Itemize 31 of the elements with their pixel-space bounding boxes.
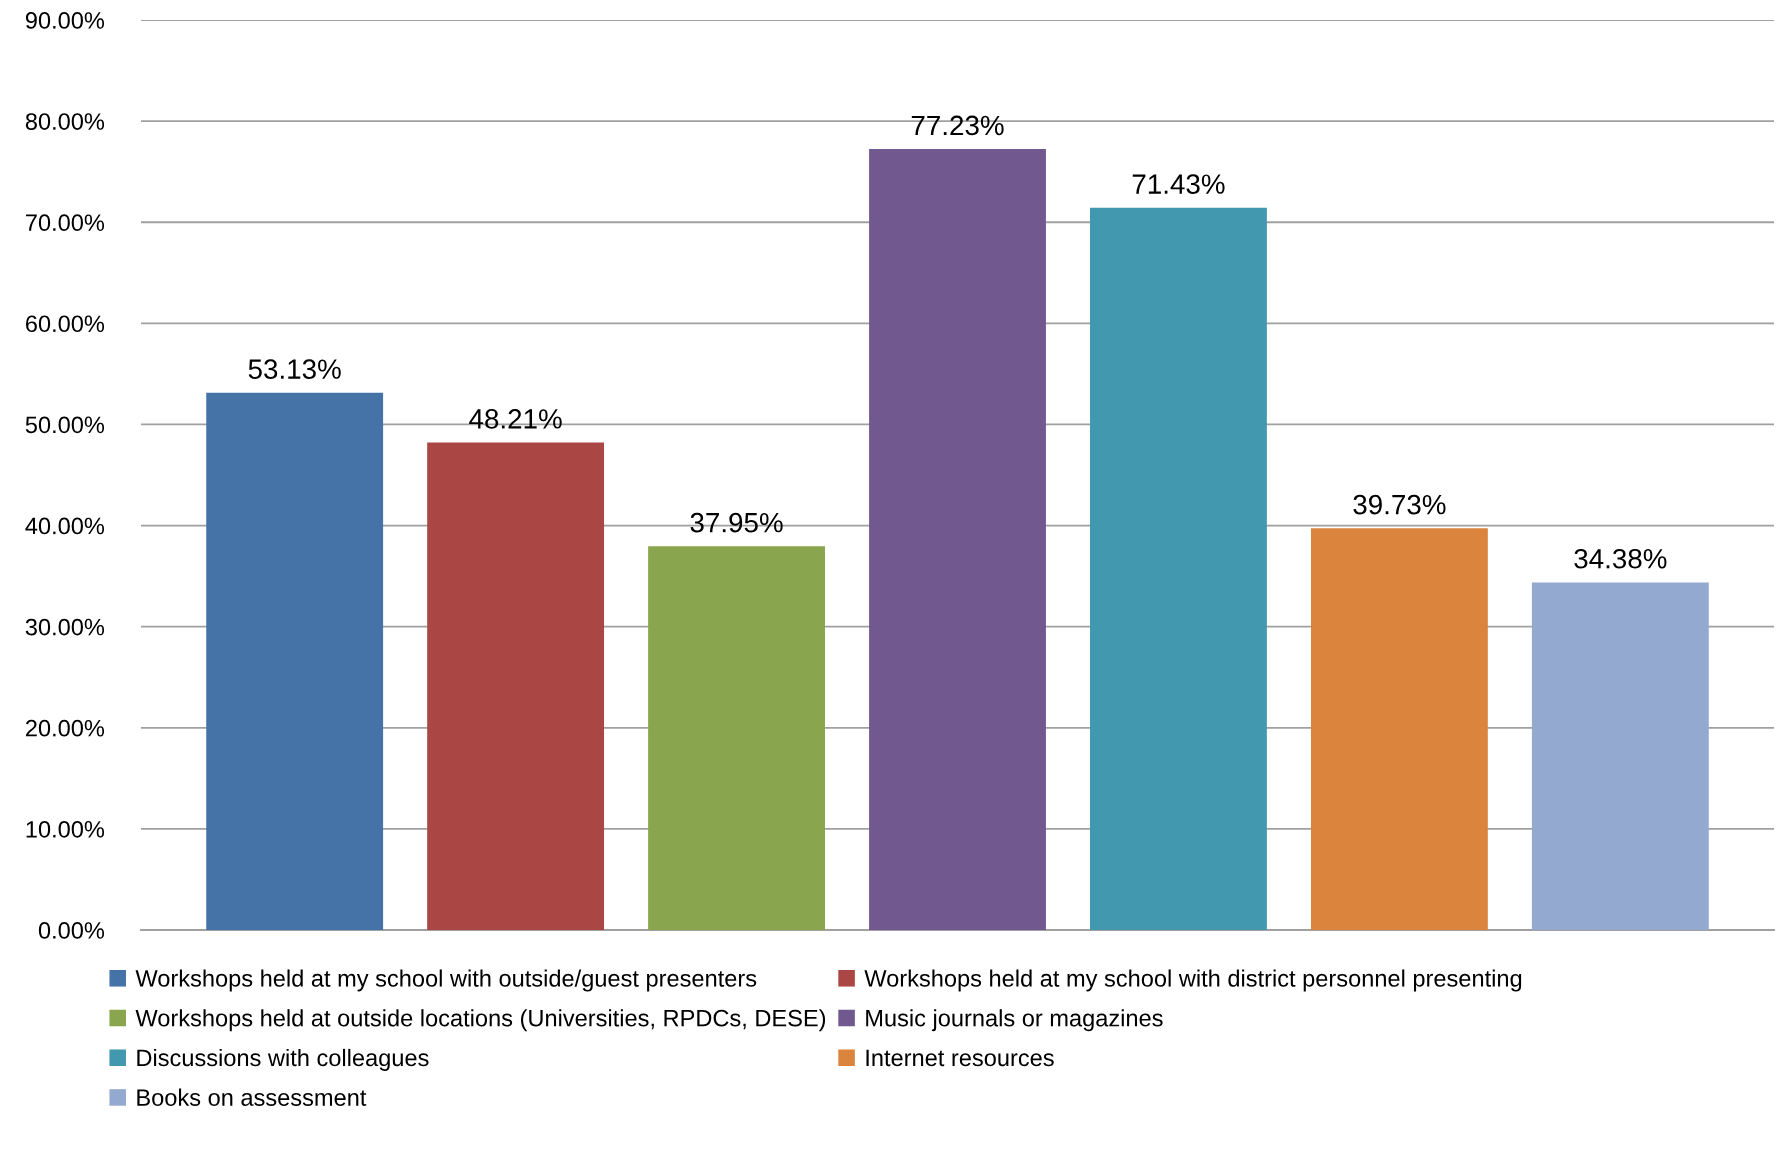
- legend-label: Music journals or magazines: [866, 1009, 1163, 1032]
- bar: [869, 149, 1046, 930]
- data-label: 39.73%: [1353, 494, 1446, 515]
- y-tick-label: 70.00%: [26, 214, 105, 232]
- legend-label: Discussions with colleagues: [137, 1048, 429, 1071]
- y-tick-label: 60.00%: [26, 315, 105, 333]
- bar: [648, 546, 825, 930]
- y-tick-label: 50.00%: [25, 416, 105, 434]
- legend-label: Internet resources: [866, 1049, 1054, 1067]
- bar: [1310, 528, 1488, 930]
- data-label: 71.43%: [1132, 174, 1225, 194]
- y-tick-label: 10.00%: [26, 820, 105, 838]
- legend-label: Workshops held at my school with outside/guest presenters: [135, 969, 757, 992]
- data-label: 37.95%: [690, 512, 783, 533]
- legend-label: Books on assessment: [137, 1088, 367, 1106]
- data-label: 34.38%: [1574, 548, 1667, 569]
- bar: [1531, 582, 1709, 930]
- bar: [206, 392, 384, 930]
- y-tick-label: 0.00%: [38, 922, 105, 939]
- y-tick-label: 80.00%: [25, 113, 105, 130]
- bar: [1090, 207, 1267, 930]
- data-label: 48.21%: [469, 409, 562, 429]
- legend-label: Workshops held at my school with district personnel presenting: [864, 969, 1522, 992]
- y-tick-label: 40.00%: [25, 517, 105, 535]
- data-label: 77.23%: [911, 115, 1004, 136]
- y-tick-label: 20.00%: [26, 719, 105, 737]
- data-label: 53.13%: [248, 359, 341, 379]
- y-tick-label: 30.00%: [25, 618, 105, 636]
- bar: [427, 442, 605, 930]
- y-tick-label: 90.00%: [25, 12, 105, 29]
- legend-label: Workshops held at outside locations (Universities, RPDCs, DESE): [135, 1009, 826, 1032]
